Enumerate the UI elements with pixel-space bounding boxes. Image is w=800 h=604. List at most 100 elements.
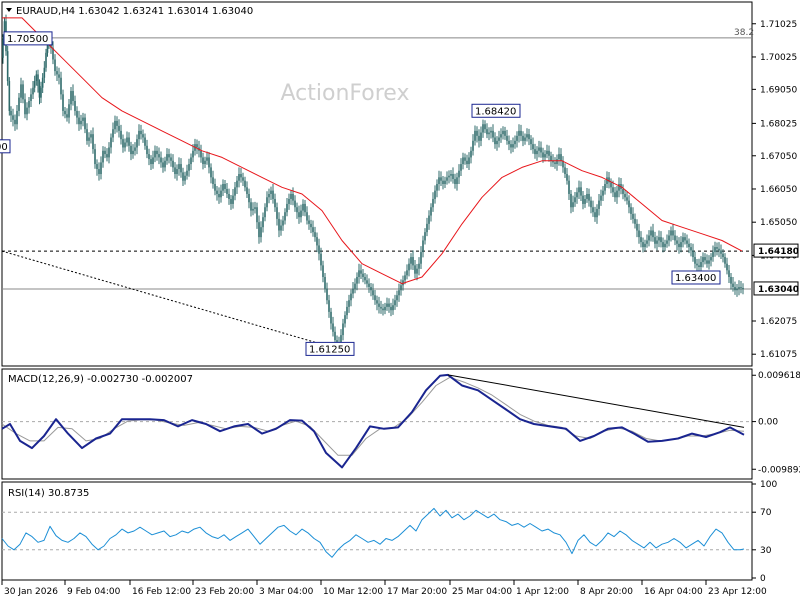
macd-trendline [447, 374, 745, 428]
candle-body [134, 147, 136, 151]
candle-body [262, 217, 264, 228]
candle-body [94, 149, 96, 165]
candle-body [216, 190, 218, 194]
candle-body [128, 137, 130, 146]
candle-body [676, 240, 678, 244]
candle-body [416, 268, 418, 274]
macd-title: MACD(12,26,9) -0.002730 -0.002007 [8, 374, 193, 385]
candle-body [14, 119, 16, 125]
price-axis-label: 1.71025 [760, 20, 797, 30]
time-axis-label: 8 Apr 20:00 [580, 587, 633, 597]
candle-body [332, 323, 334, 332]
candle-body [292, 193, 294, 201]
candle-body [492, 130, 494, 138]
candle-body [512, 144, 514, 148]
candle-body [370, 286, 372, 291]
candle-body [116, 120, 118, 126]
candle-body [452, 174, 454, 180]
candle-body [136, 139, 138, 148]
candle-body [362, 273, 364, 277]
candle-body [632, 213, 634, 219]
candle-body [196, 144, 198, 148]
candle-body [654, 237, 656, 244]
candle-body [722, 253, 724, 258]
candle-body [704, 257, 706, 261]
candle-body [584, 198, 586, 204]
candle-body [200, 150, 202, 158]
candle-body [396, 295, 398, 301]
candle-body [442, 180, 444, 184]
candle-body [246, 187, 248, 194]
candle-body [356, 276, 358, 284]
candle-body [80, 120, 82, 125]
candle-body [252, 208, 254, 211]
candle-body [582, 195, 584, 204]
candle-body [618, 184, 620, 191]
candle-body [340, 335, 342, 347]
candle-body [234, 187, 236, 196]
candle-body [92, 134, 94, 150]
candle-body [106, 154, 108, 158]
candle-body [32, 87, 34, 95]
price-pane [1, 1, 753, 367]
candle-body [532, 144, 534, 150]
candle-body [694, 257, 696, 264]
candle-body [738, 286, 740, 289]
candle-body [238, 174, 240, 181]
candle-body [530, 139, 532, 145]
candle-body [592, 207, 594, 213]
candle-body [652, 230, 654, 238]
candle-body [40, 87, 42, 98]
candle-body [284, 212, 286, 221]
candle-body [64, 110, 66, 115]
support-trendline [1, 250, 337, 349]
candle-body [666, 240, 668, 244]
time-axis-label: 16 Feb 12:00 [132, 587, 191, 597]
candle-body [324, 276, 326, 289]
candle-body [54, 59, 56, 72]
collapse-triangle-icon[interactable] [6, 8, 12, 12]
candle-body [608, 177, 610, 183]
chart-marks: 1.71025 1.70025 1.69050 1.68025 1.67050 1.660… [0, 14, 800, 597]
candle-body [290, 193, 292, 199]
price-axis-label: 1.67050 [760, 152, 797, 162]
candle-body [586, 193, 588, 199]
candle-body [124, 142, 126, 148]
candle-body [740, 286, 742, 288]
candle-body [12, 115, 14, 120]
candle-body [510, 144, 512, 148]
candle-body [120, 130, 122, 140]
candle-body [384, 306, 386, 311]
candle-body [660, 237, 662, 243]
candle-body [358, 270, 360, 277]
candle-body [614, 192, 616, 198]
candle-body [33, 81, 36, 88]
candle-body [690, 247, 692, 251]
candle-body [306, 212, 308, 221]
candle-body [668, 235, 670, 241]
candle-body [2, 39, 4, 58]
candle-body [186, 170, 188, 176]
candle-body [158, 154, 160, 158]
candle-body [206, 157, 208, 161]
time-axis-label: 9 Feb 04:00 [67, 587, 121, 597]
price-annotation-box [471, 103, 521, 118]
candle-body [682, 237, 684, 243]
candle-body [176, 169, 178, 175]
symbol-header: EURAUD,H4 1.63042 1.63241 1.63014 1.6304… [16, 6, 253, 17]
candle-body [494, 137, 496, 145]
candle-body [596, 208, 598, 218]
candle-body [84, 117, 86, 130]
candle-body [160, 157, 162, 163]
candle-body [364, 276, 366, 281]
candle-body [378, 303, 380, 307]
candle-body [726, 263, 728, 271]
candle-body [554, 162, 556, 165]
candle-body [556, 159, 558, 165]
candle-body [580, 187, 582, 196]
candle-body [76, 110, 78, 118]
candle-body [458, 170, 460, 178]
candle-body [700, 262, 702, 268]
candle-body [280, 225, 282, 231]
candle-body [232, 195, 234, 204]
